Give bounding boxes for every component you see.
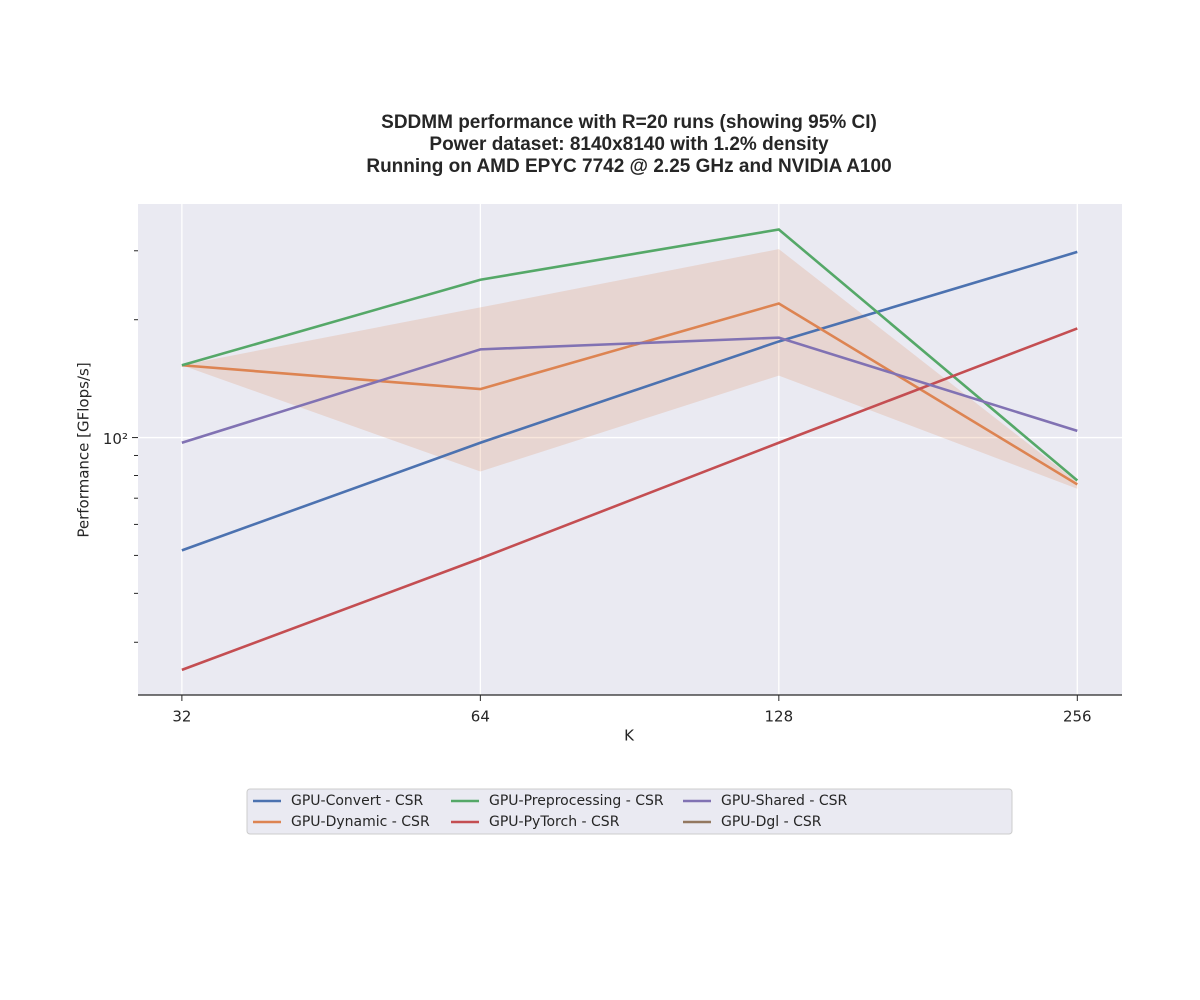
series-line [181, 302, 1078, 486]
legend-label: GPU-Preprocessing - CSR [489, 793, 664, 809]
series-line [181, 228, 1079, 482]
x-tick-label: 256 [1063, 708, 1092, 726]
x-axis-label: K [624, 727, 635, 745]
series-line [181, 336, 1078, 444]
series-line [181, 250, 1078, 552]
x-tick-label: 32 [172, 708, 191, 726]
title-line: SDDMM performance with R=20 runs (showin… [381, 112, 877, 133]
plot-area [138, 204, 1122, 695]
legend [246, 788, 1013, 835]
y-axis-label: Performance [GFlops/s] [75, 362, 93, 537]
legend-label: GPU-Convert - CSR [291, 793, 424, 809]
legend-label: GPU-PyTorch - CSR [489, 814, 620, 830]
ci-band [181, 249, 1078, 489]
title: SDDMM performance with R=20 runs (showin… [366, 112, 891, 177]
legend-label: GPU-Shared - CSR [721, 793, 847, 809]
title-line: Running on AMD EPYC 7742 @ 2.25 GHz and … [366, 156, 891, 177]
legend-label: GPU-Dgl - CSR [721, 814, 822, 830]
title-line: Power dataset: 8140x8140 with 1.2% densi… [429, 134, 829, 155]
x-tick-label: 128 [765, 708, 794, 726]
y-tick-label: 10² [103, 430, 128, 448]
x-tick-label: 64 [471, 708, 490, 726]
legend-label: GPU-Dynamic - CSR [291, 814, 430, 830]
